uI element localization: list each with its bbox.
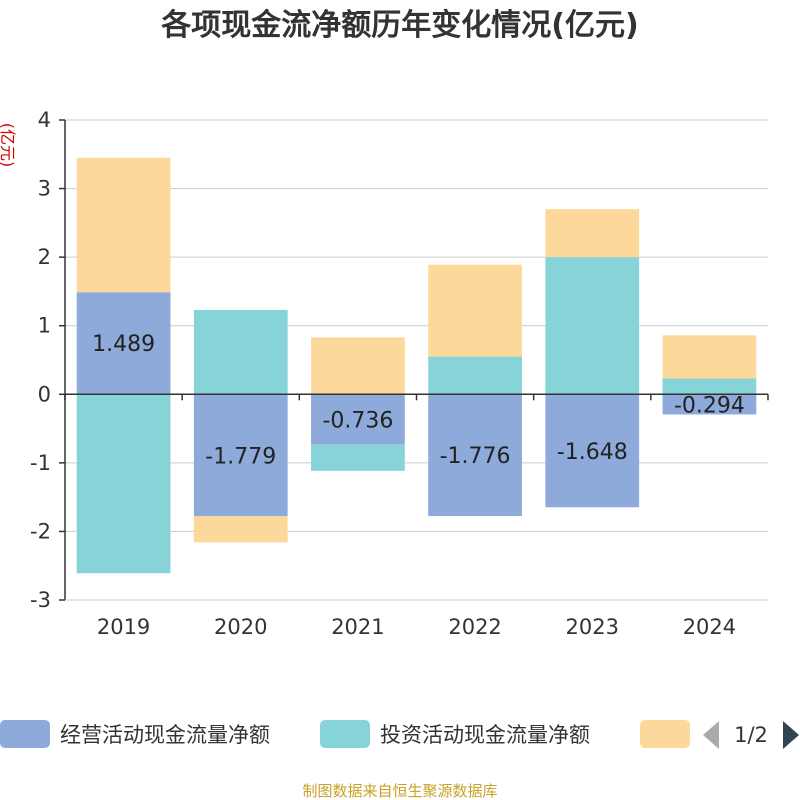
data-label: 1.489 xyxy=(92,332,155,357)
y-tick-label: 3 xyxy=(38,177,51,201)
bar-1-2021 xyxy=(311,394,405,445)
x-tick-label: 2023 xyxy=(566,615,619,639)
bar-3-2024 xyxy=(662,335,757,379)
axes: 4 3 2 1 0 -1 -2 -3 2019 2020 2021 2022 2023 2024 xyxy=(30,108,769,639)
bar-1-2023 xyxy=(545,394,640,508)
y-tick-label: 0 xyxy=(38,382,51,406)
x-tick-label: 2022 xyxy=(448,615,501,639)
data-labels: 1.489 -1.779 -0.736 -1.776 -1.648 -0.294 xyxy=(92,332,745,469)
bar-2-2024 xyxy=(662,378,757,395)
legend-page-indicator: 1/2 xyxy=(734,723,768,747)
chart-title: 各项现金流净额历年变化情况(亿元) xyxy=(160,8,638,43)
y-tick-label: 1 xyxy=(38,314,51,338)
x-tick-label: 2019 xyxy=(97,615,150,639)
bar-2-2022 xyxy=(428,356,522,395)
y-tick-label: -1 xyxy=(30,451,51,475)
legend-label: 投资活动现金流量净额 xyxy=(380,723,590,747)
bar-2-2019 xyxy=(76,394,171,574)
bar-2-2021 xyxy=(311,444,405,471)
bar-3-2019 xyxy=(76,157,171,293)
bar-2-2023 xyxy=(545,257,640,395)
x-tick-label: 2021 xyxy=(331,615,384,639)
legend-next-page-icon[interactable] xyxy=(783,721,799,749)
bar-1-2024 xyxy=(662,394,757,415)
y-axis-unit-label: (亿元) xyxy=(0,123,17,168)
bar-2-2020 xyxy=(193,309,288,395)
x-tick-label: 2024 xyxy=(683,615,736,639)
y-tick-label: 2 xyxy=(38,245,51,269)
y-tick-label: -2 xyxy=(30,519,51,543)
data-label: -0.294 xyxy=(674,393,745,418)
data-label: -0.736 xyxy=(322,409,393,434)
bars xyxy=(76,157,757,574)
legend-swatch xyxy=(640,720,690,748)
legend-label: 经营活动现金流量净额 xyxy=(60,723,270,747)
data-label: -1.648 xyxy=(557,440,628,465)
legend-prev-page-icon[interactable] xyxy=(703,721,719,749)
bar-1-2019 xyxy=(76,292,171,395)
legend-swatch xyxy=(0,720,50,748)
bar-1-2020 xyxy=(193,394,288,517)
bar-3-2023 xyxy=(545,209,640,258)
bar-1-2022 xyxy=(428,394,522,517)
legend-swatch xyxy=(320,720,370,748)
data-label: -1.776 xyxy=(440,444,511,469)
data-label: -1.779 xyxy=(205,444,276,469)
bar-3-2020 xyxy=(193,516,288,543)
x-tick-label: 2020 xyxy=(214,615,267,639)
y-tick-label: -3 xyxy=(30,588,51,612)
y-tick-label: 4 xyxy=(38,108,51,132)
bar-3-2021 xyxy=(311,337,405,395)
legend: 经营活动现金流量净额 投资活动现金流量净额 xyxy=(0,720,690,748)
bar-3-2022 xyxy=(428,264,522,357)
source-note: 制图数据来自恒生聚源数据库 xyxy=(302,782,497,800)
